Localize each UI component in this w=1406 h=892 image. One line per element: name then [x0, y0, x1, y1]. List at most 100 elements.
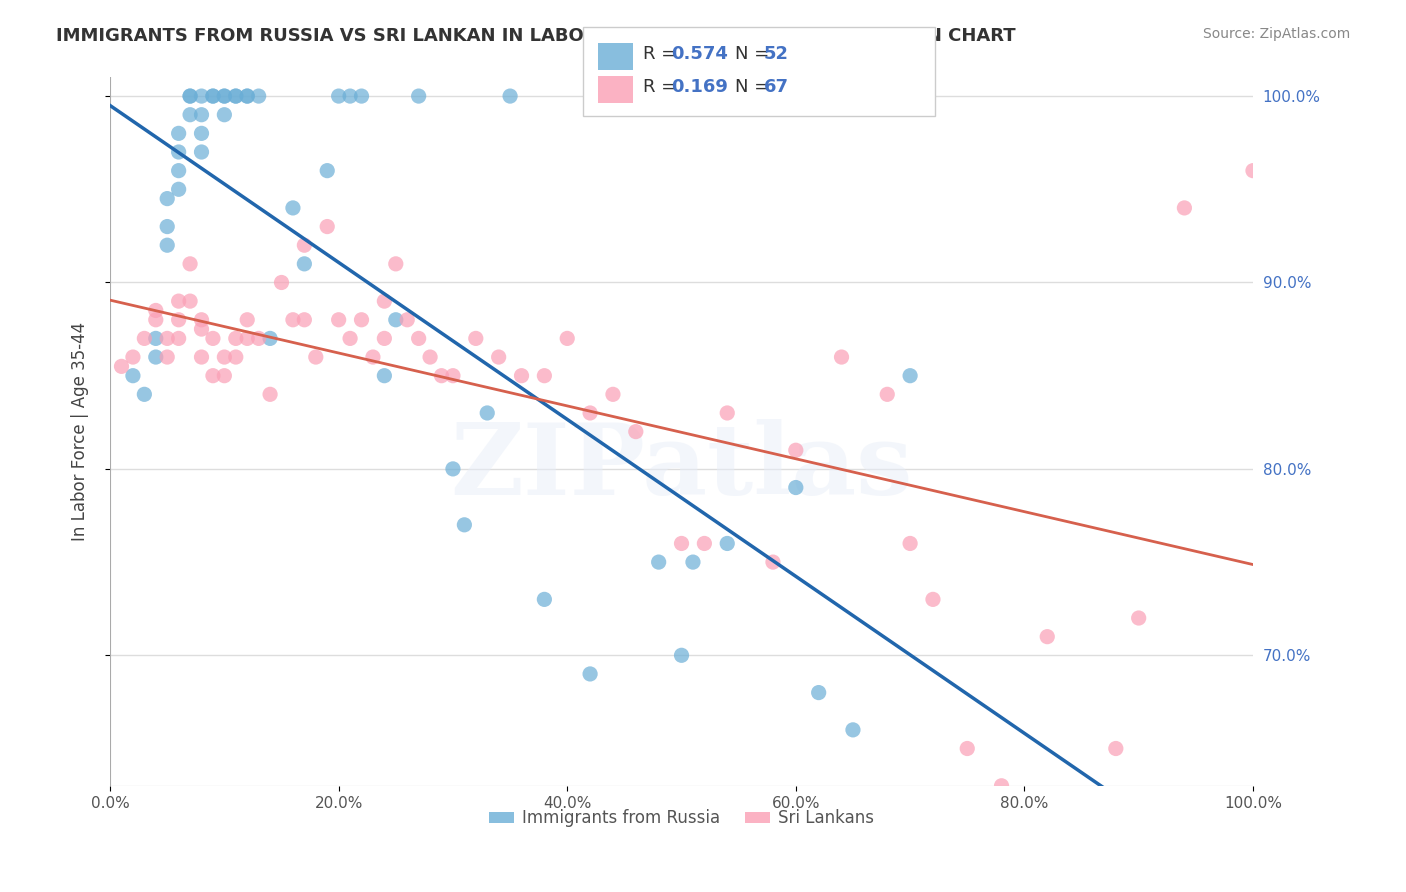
Point: [373, 331, 395, 345]
Point: [236, 331, 259, 345]
Point: [328, 312, 350, 326]
Text: N =: N =: [735, 78, 775, 96]
Point: [179, 108, 201, 122]
Point: [373, 294, 395, 309]
Point: [281, 312, 304, 326]
Point: [145, 331, 167, 345]
Point: [316, 163, 339, 178]
Point: [671, 536, 693, 550]
Text: 0.574: 0.574: [671, 45, 727, 62]
Point: [441, 462, 464, 476]
Point: [533, 368, 555, 383]
Point: [305, 350, 328, 364]
Point: [179, 257, 201, 271]
Point: [156, 238, 179, 252]
Text: 52: 52: [763, 45, 789, 62]
Point: [316, 219, 339, 234]
Point: [247, 331, 270, 345]
Point: [533, 592, 555, 607]
Point: [225, 89, 247, 103]
Point: [190, 350, 212, 364]
Point: [499, 89, 522, 103]
Point: [1128, 611, 1150, 625]
Point: [956, 741, 979, 756]
Point: [247, 89, 270, 103]
Point: [190, 108, 212, 122]
Point: [179, 89, 201, 103]
Point: [624, 425, 647, 439]
Legend: Immigrants from Russia, Sri Lankans: Immigrants from Russia, Sri Lankans: [482, 803, 882, 834]
Point: [110, 359, 132, 374]
Point: [167, 294, 190, 309]
Point: [214, 89, 236, 103]
Point: [464, 331, 486, 345]
Point: [201, 331, 224, 345]
Point: [555, 331, 578, 345]
Point: [762, 555, 785, 569]
Point: [408, 89, 430, 103]
Point: [419, 350, 441, 364]
Text: ZIPatlas: ZIPatlas: [450, 418, 912, 516]
Point: [167, 182, 190, 196]
Point: [225, 350, 247, 364]
Point: [1036, 630, 1059, 644]
Point: [350, 312, 373, 326]
Point: [385, 312, 408, 326]
Point: [602, 387, 624, 401]
Point: [167, 145, 190, 159]
Point: [145, 303, 167, 318]
Point: [167, 163, 190, 178]
Point: [122, 368, 145, 383]
Text: IMMIGRANTS FROM RUSSIA VS SRI LANKAN IN LABOR FORCE | AGE 35-44 CORRELATION CHAR: IMMIGRANTS FROM RUSSIA VS SRI LANKAN IN …: [56, 27, 1017, 45]
Point: [441, 368, 464, 383]
Point: [167, 331, 190, 345]
Point: [190, 89, 212, 103]
Point: [292, 257, 315, 271]
Point: [785, 443, 807, 458]
Point: [339, 331, 361, 345]
Point: [453, 517, 475, 532]
Point: [671, 648, 693, 663]
Point: [328, 89, 350, 103]
Point: [201, 368, 224, 383]
Point: [361, 350, 384, 364]
Text: 67: 67: [763, 78, 789, 96]
Y-axis label: In Labor Force | Age 35-44: In Labor Force | Age 35-44: [72, 322, 89, 541]
Point: [156, 331, 179, 345]
Point: [214, 108, 236, 122]
Point: [259, 331, 281, 345]
Point: [807, 685, 830, 699]
Point: [1241, 163, 1264, 178]
Point: [214, 89, 236, 103]
Point: [190, 145, 212, 159]
Point: [236, 89, 259, 103]
Point: [922, 592, 945, 607]
Point: [898, 368, 921, 383]
Point: [579, 406, 602, 420]
Point: [1173, 201, 1195, 215]
Text: R =: R =: [643, 45, 682, 62]
Point: [145, 350, 167, 364]
Point: [225, 331, 247, 345]
Point: [339, 89, 361, 103]
Point: [385, 257, 408, 271]
Point: [122, 350, 145, 364]
Point: [145, 312, 167, 326]
Point: [430, 368, 453, 383]
Point: [167, 127, 190, 141]
Point: [373, 368, 395, 383]
Point: [477, 406, 499, 420]
Point: [682, 555, 704, 569]
Point: [510, 368, 533, 383]
Point: [1105, 741, 1128, 756]
Point: [842, 723, 865, 737]
Point: [156, 350, 179, 364]
Text: Source: ZipAtlas.com: Source: ZipAtlas.com: [1202, 27, 1350, 41]
Point: [236, 312, 259, 326]
Point: [292, 238, 315, 252]
Point: [214, 368, 236, 383]
Point: [990, 779, 1012, 793]
Point: [716, 536, 738, 550]
Point: [156, 192, 179, 206]
Point: [396, 312, 419, 326]
